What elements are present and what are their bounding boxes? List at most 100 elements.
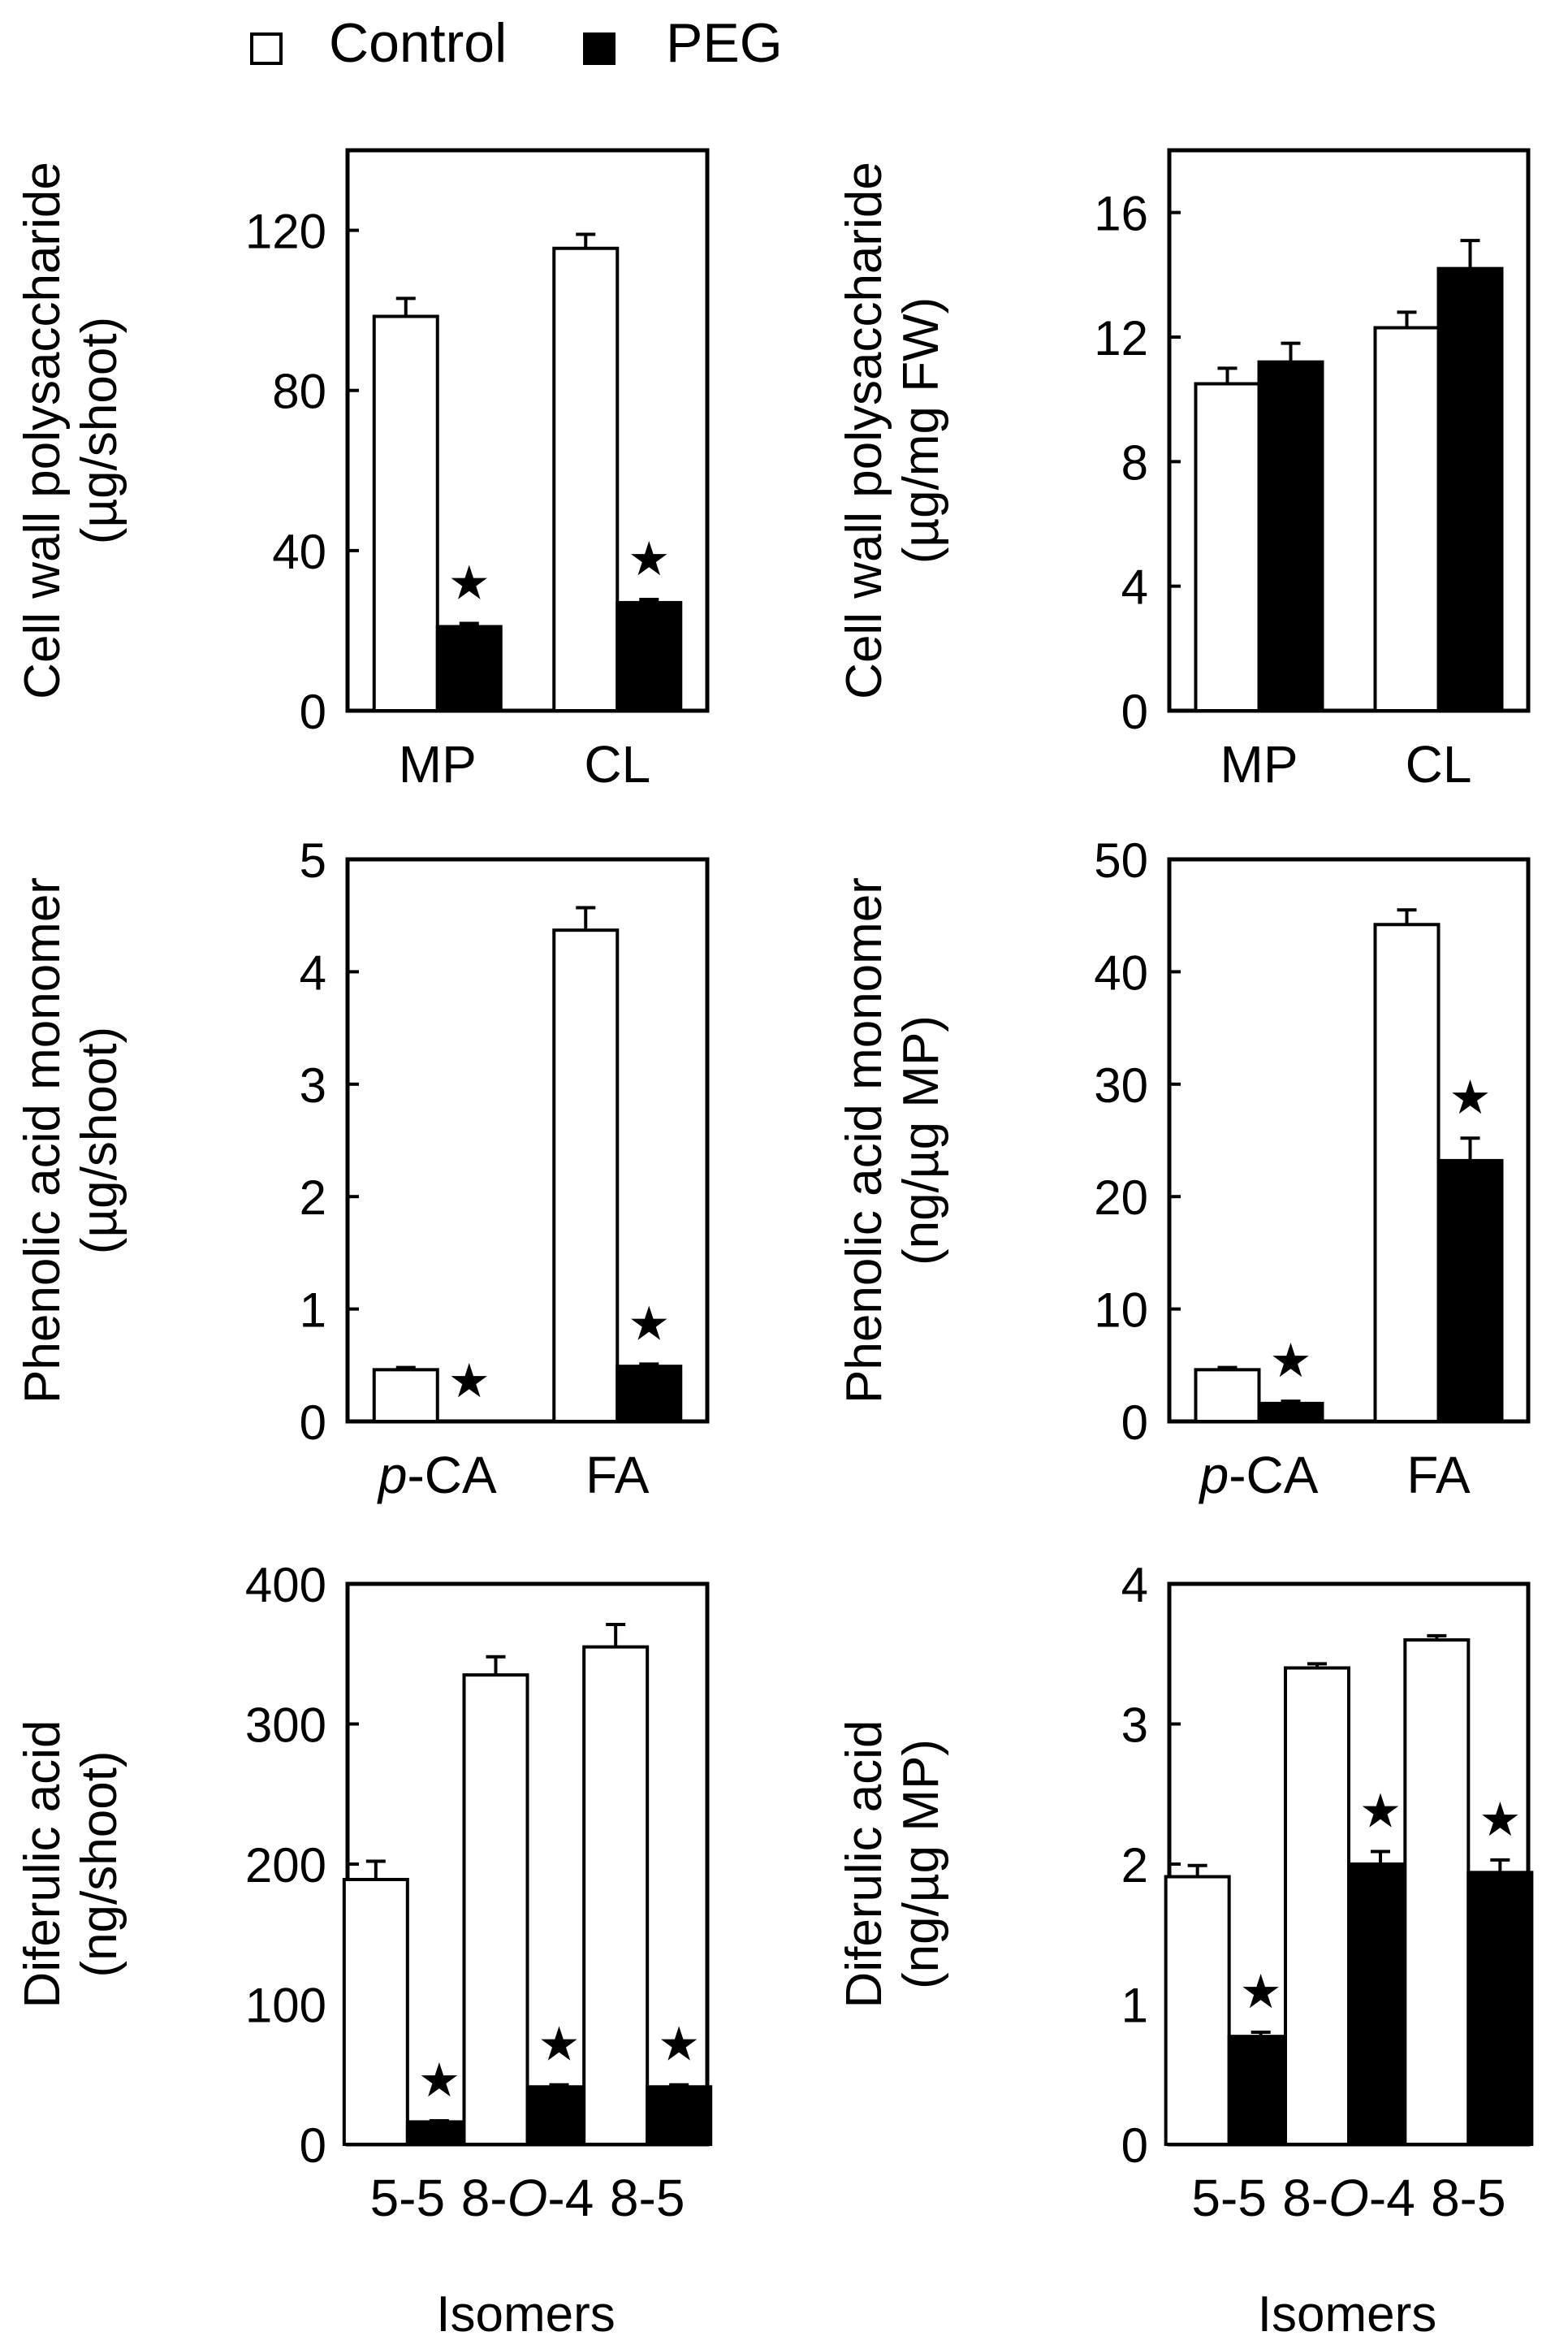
x-tick-label: FA <box>1406 1446 1471 1504</box>
significance-star: ★ <box>418 2054 460 2107</box>
plot-frame <box>1167 148 1531 713</box>
bar-peg <box>1466 1871 1534 2147</box>
bar-control <box>552 246 620 712</box>
legend: Control PEG <box>250 12 783 74</box>
y-axis-label: Cell wall polysaccharide <box>15 162 71 699</box>
bar-control <box>1373 326 1441 712</box>
y-axis-label: Diferulic acid <box>15 1720 71 2009</box>
bar-peg <box>405 2120 473 2146</box>
x-tick-label-part: 8-5 <box>1431 2169 1506 2227</box>
y-tick-label: 30 <box>1094 1058 1148 1113</box>
y-tick-label: 50 <box>1094 833 1148 888</box>
significance-star: ★ <box>1270 1335 1312 1387</box>
x-tick-label-part: MP <box>399 735 477 794</box>
x-tick-label-part: FA <box>585 1446 650 1504</box>
bar-control <box>582 1645 650 2146</box>
y-axis-unit: (ng/µg MP) <box>893 1015 949 1265</box>
x-tick-label: p-CA <box>377 1446 497 1504</box>
chart-panel-6: 0 1 2 3 4 Diferulic acid (ng/µg MP) ★ 5-5 ★ 8-O-4 ★… <box>836 1558 1534 2343</box>
x-tick-label: MP <box>1220 735 1298 794</box>
y-axis-label: Phenolic acid monomer <box>836 877 892 1404</box>
y-tick-label: 4 <box>1121 1558 1148 1612</box>
y-axis-label: Cell wall polysaccharide <box>836 162 892 699</box>
significance-star: ★ <box>628 1297 670 1350</box>
significance-star: ★ <box>628 533 670 586</box>
x-tick-label-part: 5-5 <box>370 2169 446 2227</box>
y-tick-label: 3 <box>300 1058 326 1113</box>
x-tick-label-part: CL <box>1406 735 1472 794</box>
y-tick-label: 10 <box>1094 1283 1148 1338</box>
x-tick-label: MP <box>399 735 477 794</box>
y-tick-label: 0 <box>1121 685 1148 739</box>
y-tick-label: 2 <box>300 1170 326 1225</box>
y-tick-label: 0 <box>300 685 326 739</box>
y-tick-label: 300 <box>245 1698 326 1753</box>
legend-label-peg: PEG <box>666 12 783 74</box>
x-tick-label-part: 8- <box>1282 2169 1328 2227</box>
y-tick-label: 80 <box>272 365 326 419</box>
x-axis-label: Isomers <box>1258 2286 1436 2343</box>
bar-peg <box>1257 360 1324 712</box>
bar-peg <box>646 2085 713 2146</box>
y-tick-label: 100 <box>245 1979 326 2033</box>
y-tick-label: 200 <box>245 1838 326 1893</box>
x-tick-label-part: 8- <box>461 2169 508 2227</box>
y-tick-label: 120 <box>245 205 326 259</box>
y-tick-label: 16 <box>1094 187 1148 241</box>
chart-panel-4: 0 10 20 30 40 50 Phenolic acid monomer (ng/µg M… <box>836 833 1531 1504</box>
plot-frame <box>345 148 710 713</box>
y-axis-label: Diferulic acid <box>836 1720 892 2009</box>
x-tick-label: p-CA <box>1199 1446 1319 1504</box>
y-axis-unit: (µg/shoot) <box>71 1027 127 1254</box>
y-tick-label: 40 <box>1094 945 1148 1000</box>
significance-star: ★ <box>538 2018 581 2071</box>
x-tick-label: 8-O-4 <box>461 2169 594 2227</box>
bar-control <box>552 928 620 1423</box>
y-axis-unit: (ng/shoot) <box>71 1750 127 1977</box>
x-tick-label-part: -CA <box>1229 1446 1319 1504</box>
bar-control <box>1194 1368 1261 1424</box>
y-axis-label: Phenolic acid monomer <box>15 877 71 1404</box>
x-tick-label-part: p <box>377 1446 408 1504</box>
x-tick-label-part: O <box>1328 2169 1369 2227</box>
x-tick-label: 5-5 <box>1191 2169 1267 2227</box>
x-tick-label-part: -4 <box>1369 2169 1415 2227</box>
x-tick-label-part: MP <box>1220 735 1298 794</box>
x-tick-label-part: -CA <box>407 1446 497 1504</box>
y-tick-label: 5 <box>300 833 326 888</box>
significance-star: ★ <box>658 2018 700 2071</box>
bar-peg <box>1436 1158 1504 1423</box>
x-tick-label: 8-5 <box>1431 2169 1506 2227</box>
x-tick-label-part: FA <box>1406 1446 1471 1504</box>
y-tick-label: 12 <box>1094 311 1148 366</box>
chart-panel-2: 0 4 8 12 16 Cell wall polysaccharide (µg/mg FW… <box>836 148 1531 794</box>
bar-control <box>1284 1666 1350 2146</box>
chart-panel-1: 0 40 80 120 Cell wall polysaccharide (µg/shoo… <box>15 148 710 794</box>
significance-star: ★ <box>448 1355 490 1408</box>
bar-control <box>342 1877 409 2147</box>
bar-peg <box>616 1365 683 1423</box>
y-tick-label: 3 <box>1121 1698 1148 1753</box>
x-tick-label-part: CL <box>584 735 650 794</box>
significance-star: ★ <box>448 557 490 610</box>
plot-frame <box>1167 857 1531 1424</box>
y-tick-label: 2 <box>1121 1838 1148 1893</box>
y-tick-label: 0 <box>1121 2118 1148 2173</box>
bar-control <box>372 1368 439 1424</box>
x-tick-label: FA <box>585 1446 650 1504</box>
bar-control <box>372 314 439 712</box>
y-tick-label: 0 <box>300 1395 326 1450</box>
bar-peg <box>1227 2035 1294 2147</box>
legend-label-control: Control <box>329 12 507 74</box>
x-axis-label: Isomers <box>436 2286 615 2343</box>
significance-star: ★ <box>1479 1793 1521 1846</box>
y-tick-label: 0 <box>1121 1395 1148 1450</box>
x-tick-label: 8-O-4 <box>1282 2169 1415 2227</box>
legend-swatch-control <box>250 32 283 65</box>
bar-control <box>462 1673 529 2146</box>
y-tick-label: 4 <box>300 945 326 1000</box>
y-tick-label: 1 <box>300 1283 326 1338</box>
x-tick-label-part: 8-5 <box>610 2169 685 2227</box>
y-tick-label: 20 <box>1094 1170 1148 1225</box>
